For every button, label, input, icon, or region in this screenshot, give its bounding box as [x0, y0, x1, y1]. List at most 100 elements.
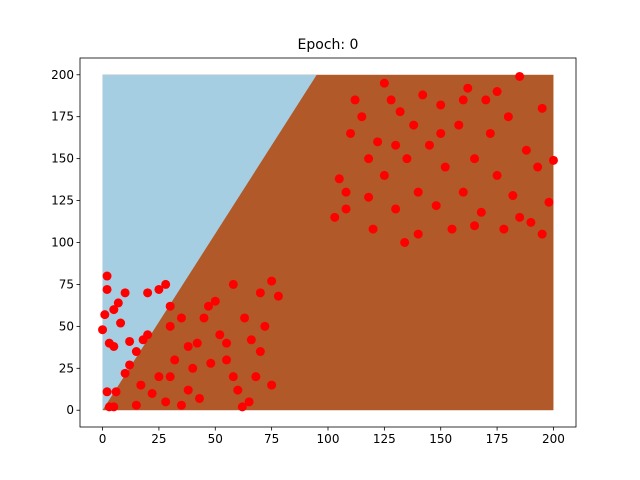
point — [161, 279, 171, 289]
point — [102, 387, 112, 397]
point — [418, 90, 428, 100]
point — [346, 128, 356, 138]
point — [244, 397, 254, 407]
y-tick-label: 125 — [51, 194, 74, 208]
point — [165, 372, 175, 382]
point — [395, 107, 405, 117]
point — [143, 330, 153, 340]
y-tick-label: 50 — [59, 319, 74, 333]
x-tick-label: 100 — [317, 432, 340, 446]
point — [222, 338, 232, 348]
x-tick-label: 50 — [208, 432, 223, 446]
chart-title: Epoch: 0 — [298, 37, 359, 53]
y-tick-label: 0 — [66, 403, 74, 417]
point — [222, 355, 232, 365]
point — [334, 174, 344, 184]
point — [260, 321, 270, 331]
point — [116, 318, 126, 328]
point — [391, 204, 401, 214]
point — [109, 402, 119, 412]
point — [267, 380, 277, 390]
point — [147, 388, 157, 398]
point — [194, 393, 204, 403]
point — [100, 310, 110, 320]
x-tick-label: 0 — [99, 432, 107, 446]
point — [120, 288, 130, 298]
point — [368, 224, 378, 234]
point — [386, 95, 396, 105]
point — [379, 170, 389, 180]
x-tick-label: 175 — [486, 432, 509, 446]
point — [470, 154, 480, 164]
point — [413, 229, 423, 239]
point — [176, 400, 186, 410]
point — [402, 154, 412, 164]
point — [188, 363, 198, 373]
point — [521, 145, 531, 155]
y-tick-label: 25 — [59, 361, 74, 375]
point — [447, 224, 457, 234]
point — [183, 385, 193, 395]
x-tick-label: 125 — [373, 432, 396, 446]
point — [255, 288, 265, 298]
x-tick-label: 25 — [151, 432, 166, 446]
point — [548, 155, 558, 165]
point — [210, 296, 220, 306]
point — [454, 120, 464, 130]
point — [246, 335, 256, 345]
point — [206, 358, 216, 368]
y-tick-label: 150 — [51, 152, 74, 166]
x-tick-label: 200 — [542, 432, 565, 446]
region-above — [102, 74, 317, 411]
point — [251, 372, 261, 382]
point — [503, 112, 513, 122]
point — [120, 368, 130, 378]
point — [526, 217, 536, 227]
point — [215, 330, 225, 340]
point — [400, 238, 410, 247]
point — [125, 336, 135, 346]
y-tick-label: 200 — [51, 68, 74, 82]
point — [192, 338, 202, 348]
point — [481, 95, 491, 105]
point — [413, 187, 423, 197]
point — [476, 207, 486, 217]
y-tick-label: 100 — [51, 236, 74, 250]
point — [240, 313, 250, 323]
point — [165, 321, 175, 331]
point — [131, 347, 141, 357]
point — [165, 301, 175, 311]
point — [233, 385, 243, 395]
point — [508, 191, 518, 201]
point — [364, 192, 374, 202]
point — [111, 387, 121, 397]
point — [161, 397, 171, 407]
point — [533, 162, 543, 172]
point — [373, 137, 383, 147]
point — [131, 400, 141, 410]
point — [341, 187, 351, 197]
point — [154, 284, 164, 294]
point — [350, 95, 360, 105]
point — [499, 224, 509, 234]
point — [409, 120, 419, 130]
point — [125, 360, 135, 370]
point — [199, 313, 209, 323]
point — [515, 71, 525, 81]
point — [364, 154, 374, 164]
point — [537, 103, 547, 113]
point — [273, 291, 283, 301]
point — [492, 87, 502, 97]
point — [357, 112, 367, 122]
point — [183, 341, 193, 351]
y-tick-label: 75 — [59, 277, 74, 291]
point — [379, 78, 389, 88]
point — [228, 372, 238, 382]
point — [492, 170, 502, 180]
point — [267, 276, 277, 286]
point — [102, 284, 112, 294]
point — [458, 95, 468, 105]
point — [470, 221, 480, 231]
point — [440, 162, 450, 172]
